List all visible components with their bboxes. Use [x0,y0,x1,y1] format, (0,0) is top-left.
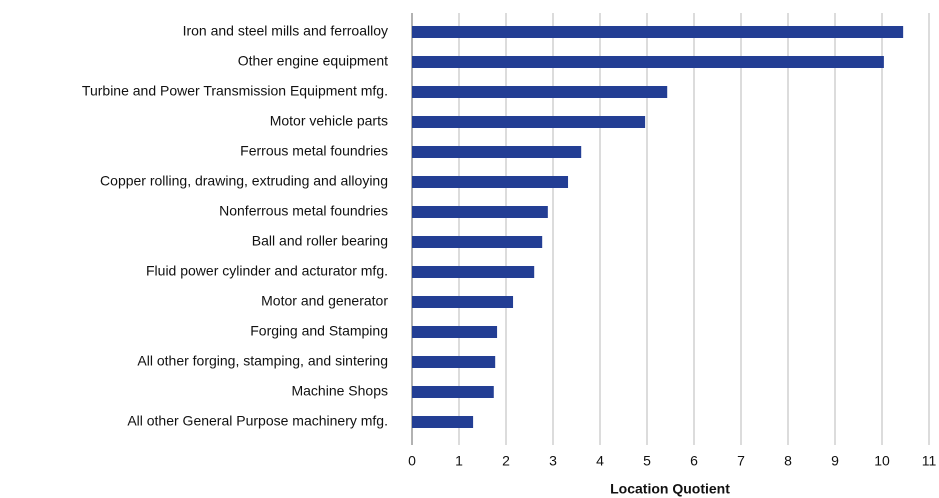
y-tick-label: All other forging, stamping, and sinteri… [137,353,388,369]
x-tick-label: 0 [408,453,416,469]
y-tick-label: Forging and Stamping [250,323,388,339]
x-tick-label: 6 [690,453,698,469]
x-tick-label: 5 [643,453,651,469]
y-tick-label: Nonferrous metal foundries [219,203,388,219]
y-tick-label: Fluid power cylinder and acturator mfg. [146,263,388,279]
x-tick-label: 1 [455,453,463,469]
x-tick-label: 9 [831,453,839,469]
y-tick-label: Turbine and Power Transmission Equipment… [82,83,388,99]
x-tick-label: 11 [922,453,937,469]
x-tick-label: 4 [596,453,604,469]
bar [412,236,543,248]
y-tick-label: Copper rolling, drawing, extruding and a… [100,173,388,189]
y-tick-label: Motor vehicle parts [270,113,388,129]
bar [412,206,548,218]
y-tick-label: Motor and generator [261,293,388,309]
bar [412,26,904,38]
y-tick-label: Other engine equipment [238,53,388,69]
y-tick-label: Ball and roller bearing [252,233,388,249]
x-axis-title: Location Quotient [610,481,730,497]
bar [412,386,494,398]
x-tick-label: 7 [737,453,745,469]
y-tick-label: Iron and steel mills and ferroalloy [183,23,388,39]
y-tick-label: Machine Shops [291,383,388,399]
bar [412,86,668,98]
bar [412,116,646,128]
bar [412,416,474,428]
y-tick-label: Ferrous metal foundries [240,143,388,159]
y-tick-label: All other General Purpose machinery mfg. [127,413,388,429]
bar [412,176,569,188]
bar [412,296,514,308]
bar [412,146,582,158]
x-tick-label: 2 [502,453,510,469]
x-tick-label: 3 [549,453,557,469]
bar [412,56,884,68]
bar [412,356,496,368]
x-tick-label: 8 [784,453,792,469]
bar [412,266,535,278]
bar [412,326,498,338]
x-tick-label: 10 [874,453,890,469]
